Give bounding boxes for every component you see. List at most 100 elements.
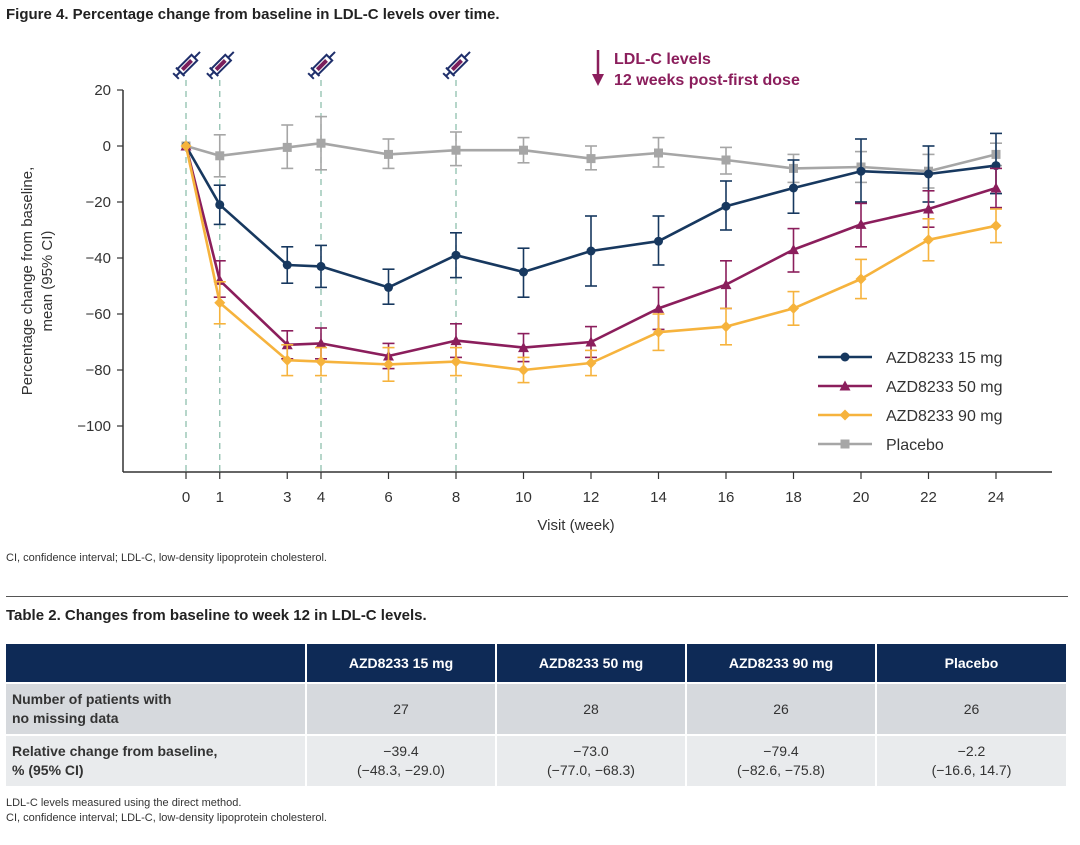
x-tick-label: 3 (283, 489, 291, 506)
y-axis-label: Percentage change from baseline, (19, 167, 36, 395)
cell-ci: (−48.3, −29.0) (357, 762, 445, 778)
cell-value: −73.0 (573, 743, 609, 759)
series-line (185, 141, 997, 173)
table-header-cell: AZD8233 90 mg (686, 644, 877, 683)
cell-value: 26 (963, 700, 980, 717)
x-tick-label: 0 (182, 489, 190, 506)
data-point (721, 201, 731, 211)
data-point (653, 326, 664, 338)
legend-label: AZD8233 15 mg (886, 350, 1003, 367)
data-point (586, 246, 596, 256)
data-point (384, 149, 393, 159)
data-point (518, 342, 529, 353)
annotation-text: LDL-C levels (614, 51, 711, 68)
table-cell: −79.4 (−82.6, −75.8) (686, 734, 877, 786)
data-point (856, 166, 866, 176)
data-point (923, 203, 934, 214)
data-point (653, 302, 664, 313)
x-tick-label: 22 (920, 489, 937, 506)
cell-value: 26 (773, 700, 789, 717)
cell-value: −2.2 (957, 743, 986, 759)
figure-footnote: CI, confidence interval; LDL-C, low-dens… (6, 552, 327, 564)
data-point (316, 138, 326, 148)
y-axis-label: mean (95% CI) (39, 231, 56, 332)
x-tick-label: 12 (583, 489, 600, 506)
data-point (840, 352, 850, 362)
table-footnote-method: LDL-C levels measured using the direct m… (6, 797, 242, 809)
data-point (839, 380, 851, 391)
data-point (282, 260, 292, 270)
data-point (720, 321, 732, 333)
table-cell: 27 (306, 682, 497, 735)
table-cell: −73.0 (−77.0, −68.3) (496, 734, 687, 786)
data-point (855, 218, 867, 229)
series-line (184, 145, 997, 289)
data-point (450, 356, 462, 368)
table-footnote-abbrev: CI, confidence interval; LDL-C, low-dens… (6, 812, 327, 824)
data-point (215, 151, 225, 161)
data-point (215, 200, 225, 210)
section-divider (6, 596, 1068, 597)
ldl-change-line-chart: 20 0 −20 −40 −60 −80 −100 0 1 3 4 6 8 10 12 14 16 18 20 22 2… (19, 50, 1052, 534)
x-tick-label: 20 (853, 489, 870, 506)
y-tick-label: −40 (86, 250, 111, 267)
x-tick-label: 8 (452, 489, 460, 506)
figure-title: Figure 4. Percentage change from baselin… (6, 6, 500, 23)
data-point (990, 182, 1002, 193)
cell-ci: (−77.0, −68.3) (547, 762, 635, 778)
data-point (384, 282, 393, 292)
y-tick-label: −80 (86, 362, 111, 379)
y-tick-label: −100 (77, 418, 111, 435)
data-point (585, 336, 597, 347)
cell-value: −79.4 (763, 743, 799, 759)
data-point (316, 261, 326, 271)
y-tick-label: 0 (103, 138, 111, 155)
table-header-cell: Placebo (876, 644, 1066, 683)
x-tick-label: 14 (650, 489, 667, 506)
row-label-line: % (95% CI) (12, 762, 84, 778)
data-point (519, 267, 528, 277)
cell-value: 28 (583, 700, 599, 717)
table-title: Table 2. Changes from baseline to week 1… (6, 607, 427, 624)
data-point (586, 154, 596, 164)
data-point (585, 357, 597, 369)
ldl-change-table: AZD8233 15 mg AZD8233 50 mg AZD8233 90 m… (6, 644, 1066, 786)
data-point (519, 145, 528, 155)
data-point (315, 337, 327, 348)
annotation-text: 12 weeks post-first dose (614, 72, 800, 89)
data-point (654, 148, 663, 158)
cell-value: −39.4 (383, 743, 419, 759)
x-tick-label: 4 (317, 489, 325, 506)
data-point (180, 140, 192, 152)
series-line (184, 145, 997, 372)
x-tick-label: 24 (988, 489, 1005, 506)
table-header-cell (6, 644, 307, 683)
y-tick-label: −60 (86, 306, 111, 323)
table-row: Number of patients with no missing data … (6, 682, 1066, 735)
table-header-cell: AZD8233 15 mg (306, 644, 497, 683)
data-point (281, 354, 293, 366)
data-point (518, 364, 529, 376)
x-tick-label: 16 (718, 489, 735, 506)
y-tick-label: 20 (94, 82, 111, 99)
data-point (990, 220, 1002, 232)
data-point (214, 297, 226, 309)
syringe-icon (442, 51, 471, 80)
data-point (855, 273, 867, 285)
data-point (788, 302, 799, 314)
table-cell: −2.2 (−16.6, 14.7) (876, 734, 1066, 786)
data-point (721, 155, 731, 165)
data-point (450, 335, 462, 346)
syringe-icon (172, 51, 201, 80)
table-header-cell: AZD8233 50 mg (496, 644, 687, 683)
table-cell: 26 (686, 682, 877, 735)
annotation-arrow-head (592, 74, 604, 86)
legend-label: AZD8233 50 mg (886, 379, 1003, 396)
data-point (282, 142, 292, 152)
data-point (840, 439, 850, 449)
row-label: Relative change from baseline, % (95% CI… (6, 734, 307, 786)
x-tick-label: 1 (216, 489, 224, 506)
table-header-row: AZD8233 15 mg AZD8233 50 mg AZD8233 90 m… (6, 644, 1066, 683)
data-point (788, 244, 799, 255)
data-point (923, 234, 934, 246)
